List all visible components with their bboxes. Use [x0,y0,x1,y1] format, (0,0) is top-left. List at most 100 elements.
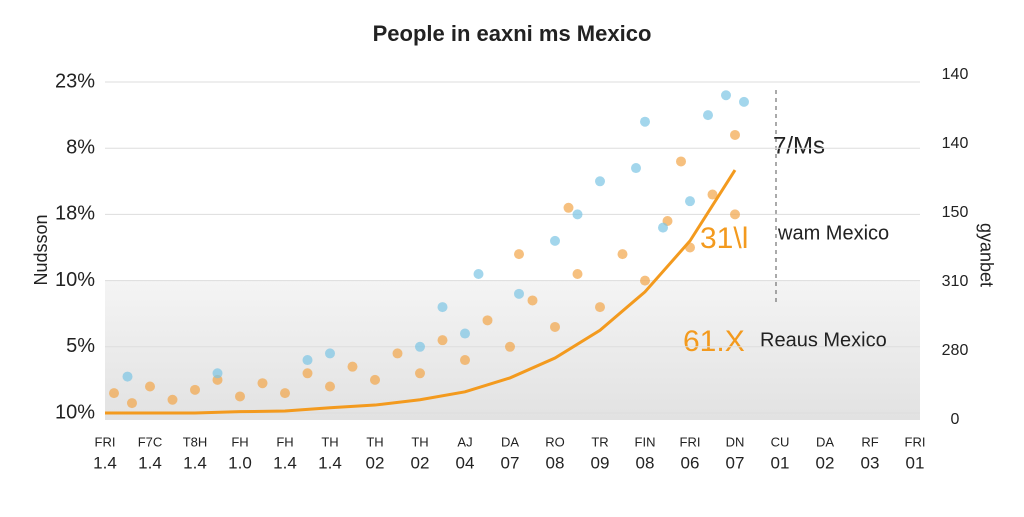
x-tick-label: 09 [591,453,610,472]
y2-tick-label: 280 [942,342,969,359]
annotation: 61.X [683,325,745,358]
scatter-point [460,328,470,339]
y2-tick-label: 0 [951,411,960,428]
x-tick-label: 1.4 [273,453,297,472]
x-tick-label: T8H [183,434,208,449]
x-tick-label: FRI [680,434,701,449]
y-tick-label: 5% [66,335,95,357]
x-tick-label: 01 [906,453,925,472]
y-tick-label: 10% [55,401,95,423]
scatter-point [640,275,650,286]
x-tick-label: 08 [546,453,565,472]
scatter-point [514,249,524,260]
x-tick-label: TH [411,434,428,449]
x-tick-label: TH [366,434,383,449]
x-tick-label: AJ [457,434,472,449]
scatter-point [572,209,583,220]
scatter-point [392,348,403,359]
x-tick-label: 07 [501,453,520,472]
scatter-point [527,295,538,306]
x-tick-label: 1.4 [93,453,117,472]
x-tick-label: RF [861,434,878,449]
scatter-point [415,341,425,352]
annotation: wam Mexico [777,222,889,244]
scatter-point [347,361,358,372]
x-tick-label: TH [321,434,338,449]
scatter-point [212,368,223,379]
scatter-point [550,321,560,332]
scatter-point [127,398,137,409]
annotation: 7/Ms [773,132,825,159]
x-tick-label: FRI [95,434,116,449]
scatter-point [685,196,695,207]
scatter-point [505,341,515,352]
scatter-point [145,381,155,392]
x-tick-label: FH [276,434,293,449]
x-tick-label: 02 [366,453,385,472]
scatter-point [550,235,560,246]
scatter-point [437,335,448,346]
x-tick-label: 02 [411,453,430,472]
y-tick-label: 18% [55,203,95,225]
scatter-point [595,302,605,313]
x-tick-label: 01 [771,453,790,472]
x-tick-label: DA [816,434,834,449]
y-tick-label: 8% [66,136,95,158]
scatter-point [109,388,119,399]
x-tick-label: 07 [726,453,745,472]
x-tick-label: DA [501,434,519,449]
y2-tick-label: 150 [942,204,969,221]
annotation: 31\l [700,222,748,255]
scatter-point [325,381,335,392]
scatter-point [370,374,380,385]
x-tick-label: 1.4 [138,453,162,472]
y-axis-label: Nudsson [31,214,51,285]
y-tick-label: 10% [55,269,95,291]
scatter-point [572,268,583,279]
y2-tick-label: 140 [942,66,969,83]
y2-tick-label: 140 [942,135,969,152]
y-tick-label: 23% [55,70,95,92]
scatter-point [631,163,641,174]
scatter-point [122,371,133,382]
scatter-point [302,368,313,379]
line [105,169,737,415]
scatter-point [415,368,425,379]
x-tick-label: FH [231,434,248,449]
x-tick-label: F7C [138,434,163,449]
x-tick-label: 03 [861,453,880,472]
scatter-point [325,348,335,359]
x-tick-label: TR [591,434,608,449]
annotation: Reaus Mexico [760,329,887,351]
x-tick-label: FRI [905,434,926,449]
scatter-point [280,388,290,399]
scatter-point [190,384,200,395]
scatter-point [703,110,713,121]
x-tick-label: 02 [816,453,835,472]
x-tick-label: 1.0 [228,453,252,472]
scatter-point [257,378,268,389]
x-tick-label: 1.4 [318,453,342,472]
scatter-point [739,96,749,107]
x-tick-label: RO [545,434,565,449]
scatter-point [482,315,493,326]
scatter-point [235,391,245,402]
scatter-point [514,288,524,299]
scatter-point [707,189,718,200]
scatter-point [658,222,668,233]
x-tick-label: 08 [636,453,655,472]
scatter-point [595,176,605,187]
y2-tick-label: 310 [942,273,969,290]
scatter-point [437,302,448,313]
x-tick-label: CU [771,434,790,449]
scatter-point [617,249,628,260]
y2-axis-label: gyanbet [976,223,996,287]
scatter-point [563,202,574,213]
scatter-point [640,116,650,127]
scatter-point [676,156,686,167]
scatter-point [730,129,740,140]
scatter-point [473,268,484,279]
scatter-point [167,394,178,405]
chart-title: People in eaxni ms Mexico [373,21,652,46]
